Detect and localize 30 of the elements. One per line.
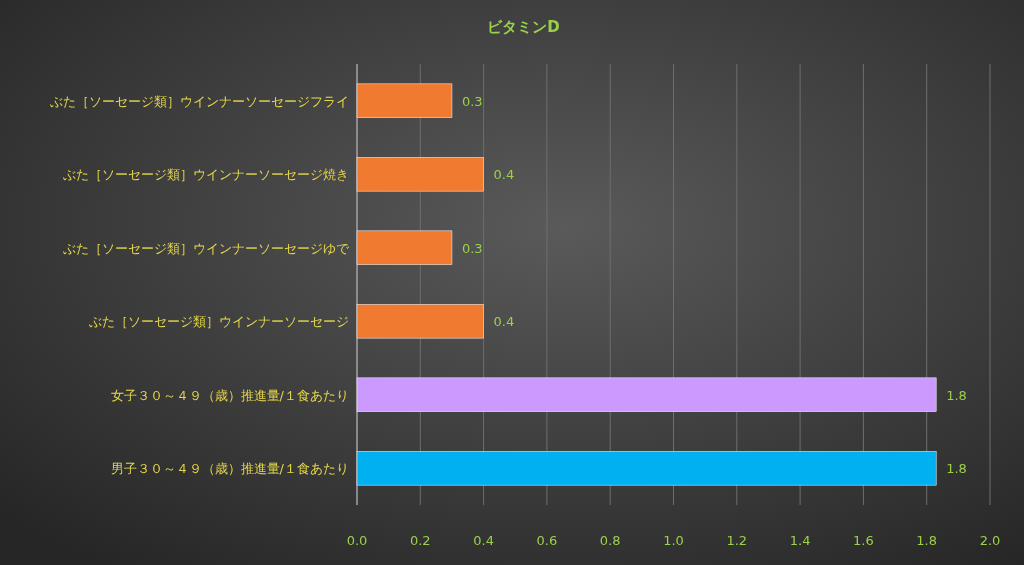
data-label: 0.4 [493, 167, 515, 183]
x-tick-label: 0.6 [536, 533, 558, 548]
data-label: 1.8 [946, 387, 967, 403]
x-tick-label: 1.8 [916, 533, 938, 548]
x-tick-label: 1.2 [726, 533, 748, 548]
bar [356, 377, 937, 412]
chart-title: ビタミンD [487, 18, 560, 36]
bar [356, 304, 484, 339]
y-tick-label: 男子３０～４９（歳）推進量/１食あたり [110, 461, 349, 477]
y-tick-label: ぶた［ソーセージ類］ウインナーソーセージ焼き [63, 167, 349, 183]
bar [356, 230, 453, 265]
bar [356, 83, 453, 118]
x-tick-label: 1.4 [789, 533, 811, 548]
y-tick-label: ぶた［ソーセージ類］ウインナーソーセージフライ [50, 93, 349, 109]
y-tick-label: ぶた［ソーセージ類］ウインナーソーセージゆで [63, 240, 350, 256]
x-tick-label: 0.8 [599, 533, 621, 548]
data-label: 1.8 [946, 461, 967, 477]
y-tick-label: ぶた［ソーセージ類］ウインナーソーセージ [89, 314, 349, 330]
x-tick-label: 0.4 [473, 533, 494, 548]
data-label: 0.4 [493, 314, 515, 330]
x-tick-label: 1.0 [663, 533, 684, 548]
data-label: 0.3 [461, 93, 483, 109]
bar [356, 451, 937, 486]
y-tick-label: 女子３０～４９（歳）推進量/１食あたり [110, 387, 349, 403]
data-label: 0.3 [461, 240, 483, 256]
bar [356, 157, 484, 192]
x-tick-label: 1.6 [853, 533, 874, 548]
x-tick-label: 2.0 [979, 533, 1001, 548]
x-tick-label: 0.0 [346, 533, 368, 548]
x-tick-label: 0.2 [409, 533, 431, 548]
